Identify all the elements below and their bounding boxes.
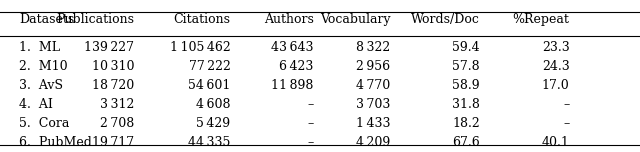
Text: 4 608: 4 608 [196,98,230,111]
Text: 11 898: 11 898 [271,79,314,92]
Text: 1 105 462: 1 105 462 [170,41,230,54]
Text: Vocabulary: Vocabulary [320,13,390,26]
Text: –: – [307,98,314,111]
Text: 4 770: 4 770 [356,79,390,92]
Text: 6 423: 6 423 [279,60,314,73]
Text: 4.  AI: 4. AI [19,98,53,111]
Text: 23.3: 23.3 [542,41,570,54]
Text: 77 222: 77 222 [189,60,230,73]
Text: 57.8: 57.8 [452,60,480,73]
Text: 6.  PubMed: 6. PubMed [19,136,92,149]
Text: 1 433: 1 433 [356,117,390,130]
Text: 2 956: 2 956 [356,60,390,73]
Text: –: – [563,98,570,111]
Text: 5 429: 5 429 [196,117,230,130]
Text: –: – [563,117,570,130]
Text: 24.3: 24.3 [542,60,570,73]
Text: 58.9: 58.9 [452,79,480,92]
Text: 44 335: 44 335 [188,136,230,149]
Text: 40.1: 40.1 [541,136,570,149]
Text: 10 310: 10 310 [92,60,134,73]
Text: 43 643: 43 643 [271,41,314,54]
Text: 17.0: 17.0 [542,79,570,92]
Text: 54 601: 54 601 [188,79,230,92]
Text: 18 720: 18 720 [92,79,134,92]
Text: Datasets: Datasets [19,13,74,26]
Text: 18.2: 18.2 [452,117,480,130]
Text: 19 717: 19 717 [92,136,134,149]
Text: 1.  ML: 1. ML [19,41,60,54]
Text: 3.  AvS: 3. AvS [19,79,63,92]
Text: Citations: Citations [173,13,230,26]
Text: Authors: Authors [264,13,314,26]
Text: –: – [307,117,314,130]
Text: %Repeat: %Repeat [513,13,570,26]
Text: Publications: Publications [56,13,134,26]
Text: –: – [307,136,314,149]
Text: 2 708: 2 708 [100,117,134,130]
Text: 8 322: 8 322 [356,41,390,54]
Text: 2.  M10: 2. M10 [19,60,68,73]
Text: 31.8: 31.8 [452,98,480,111]
Text: 139 227: 139 227 [84,41,134,54]
Text: 3 703: 3 703 [356,98,390,111]
Text: 5.  Cora: 5. Cora [19,117,70,130]
Text: 4 209: 4 209 [356,136,390,149]
Text: 59.4: 59.4 [452,41,480,54]
Text: 67.6: 67.6 [452,136,480,149]
Text: 3 312: 3 312 [100,98,134,111]
Text: Words/Doc: Words/Doc [411,13,480,26]
